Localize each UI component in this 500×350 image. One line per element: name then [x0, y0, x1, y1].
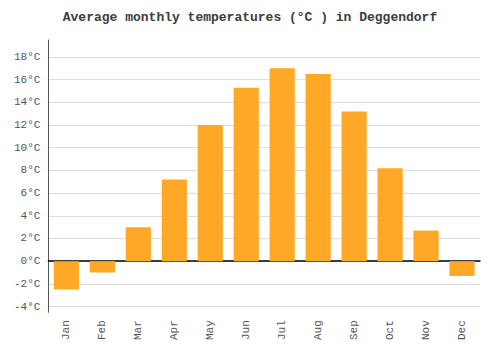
svg-text:Oct: Oct	[384, 320, 396, 340]
svg-text:Jun: Jun	[240, 320, 252, 340]
svg-text:Apr: Apr	[168, 320, 180, 340]
svg-text:Mar: Mar	[132, 320, 144, 340]
svg-text:10°C: 10°C	[14, 142, 41, 154]
svg-text:Jul: Jul	[276, 320, 288, 340]
svg-text:18°C: 18°C	[14, 51, 41, 63]
svg-text:Feb: Feb	[96, 320, 108, 340]
svg-text:-4°C: -4°C	[14, 301, 41, 313]
svg-text:Aug: Aug	[312, 320, 324, 340]
svg-text:6°C: 6°C	[21, 187, 41, 199]
svg-text:Nov: Nov	[420, 320, 432, 340]
svg-text:Average monthly temperatures (: Average monthly temperatures (°C ) in De…	[63, 10, 438, 25]
svg-text:12°C: 12°C	[14, 119, 41, 131]
svg-text:Jan: Jan	[60, 320, 72, 340]
svg-text:Sep: Sep	[348, 320, 360, 340]
svg-text:Dec: Dec	[456, 320, 468, 340]
svg-text:-2°C: -2°C	[14, 278, 41, 290]
svg-text:0°C: 0°C	[21, 255, 41, 267]
svg-text:4°C: 4°C	[21, 210, 41, 222]
svg-text:16°C: 16°C	[14, 74, 41, 86]
svg-text:8°C: 8°C	[21, 164, 41, 176]
svg-text:2°C: 2°C	[21, 232, 41, 244]
svg-text:May: May	[204, 320, 216, 340]
svg-text:14°C: 14°C	[14, 96, 41, 108]
